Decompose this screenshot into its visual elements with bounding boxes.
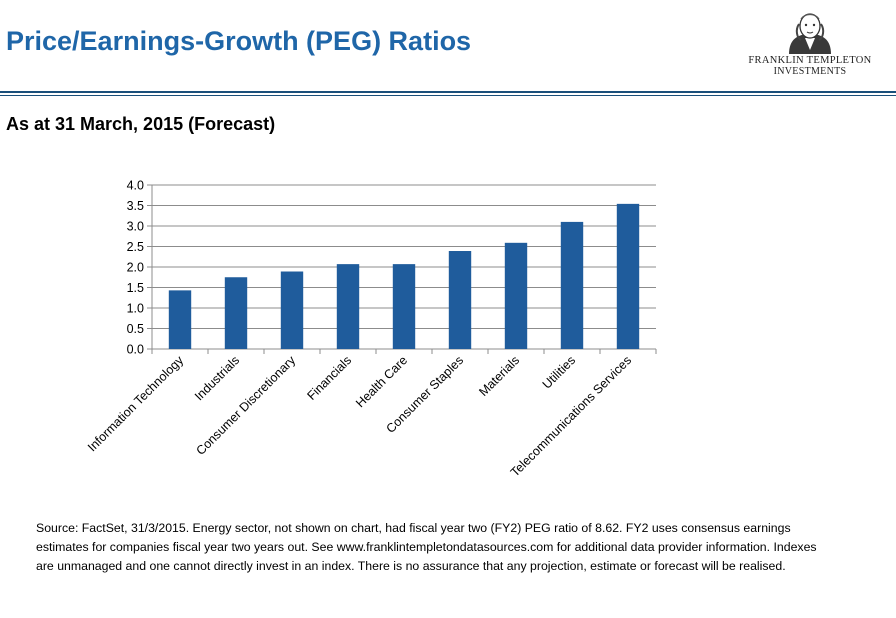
y-tick-label: 2.5 xyxy=(127,240,144,254)
x-category-label: Telecommunications Services xyxy=(508,353,634,479)
peg-bar-chart: 0.0 0.5 1.0 1.5 2.0 2.5 3.0 3.5 4.0 Information T… xyxy=(85,179,657,480)
bar xyxy=(224,277,248,349)
logo-line-1: FRANKLIN TEMPLETON xyxy=(748,55,872,66)
y-tick-label: 0.0 xyxy=(127,343,144,357)
benjamin-franklin-portrait-icon xyxy=(789,13,831,54)
page-title: Price/Earnings-Growth (PEG) Ratios xyxy=(6,26,472,56)
bar xyxy=(560,221,584,349)
y-tick-label: 1.5 xyxy=(127,281,144,295)
y-tick-label: 1.0 xyxy=(127,302,144,316)
company-logo: FRANKLIN TEMPLETON INVESTMENTS xyxy=(735,10,885,80)
y-tick-label: 2.0 xyxy=(127,261,144,275)
source-footnote: Source: FactSet, 31/3/2015. Energy secto… xyxy=(36,521,817,573)
header-rule-thin xyxy=(0,95,896,96)
y-tick-label: 0.5 xyxy=(127,322,144,336)
x-category-label: Materials xyxy=(476,353,522,399)
bar xyxy=(504,242,528,349)
x-category-label: Information Technology xyxy=(85,353,187,455)
logo-line-2: INVESTMENTS xyxy=(773,66,847,77)
x-category-label: Consumer Discretionary xyxy=(193,353,298,458)
bar xyxy=(392,264,416,349)
x-category-label: Financials xyxy=(304,353,354,403)
y-tick-label: 3.0 xyxy=(127,220,144,234)
y-tick-label: 3.5 xyxy=(127,199,144,213)
x-category-label: Utilities xyxy=(540,353,578,391)
y-tick-label: 4.0 xyxy=(127,179,144,193)
bar xyxy=(336,264,360,349)
bar xyxy=(616,203,640,349)
bar xyxy=(168,290,192,349)
x-category-label: Industrials xyxy=(192,353,242,403)
x-category-label: Health Care xyxy=(353,353,410,410)
bar xyxy=(448,251,472,349)
chart-subtitle: As at 31 March, 2015 (Forecast) xyxy=(6,114,276,134)
bar xyxy=(280,271,304,349)
header-rule-thick xyxy=(0,91,896,93)
